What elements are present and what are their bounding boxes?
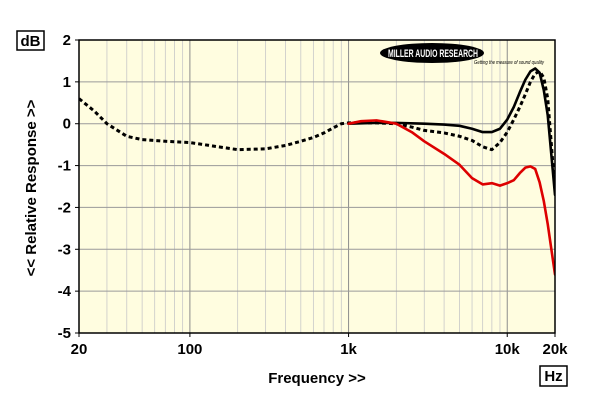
x-tick-label: 20k [542, 341, 568, 358]
y-axis-title: << Relative Response >> [23, 99, 40, 276]
y-tick-label: 1 [63, 74, 71, 91]
plot-area-background [79, 40, 555, 333]
y-tick-label: -5 [58, 325, 71, 342]
y-tick-label: 2 [63, 32, 71, 49]
y-unit-box [16, 30, 45, 51]
series-line-3 [347, 119, 555, 276]
logo-text: MILLER AUDIO RESEARCH [388, 48, 478, 60]
y-tick-label: -4 [58, 283, 72, 300]
y-tick-label: -3 [58, 241, 71, 258]
x-tick-label: 20 [71, 341, 88, 358]
x-axis-title: Frequency >> [268, 370, 366, 387]
series-group [79, 67, 555, 276]
y-tick-label: -2 [58, 199, 71, 216]
miller-audio-research-logo: MILLER AUDIO RESEARCH Getting the measur… [380, 43, 544, 66]
y-tick-labels: 2 1 0 -1 -2 -3 -4 -5 [58, 32, 79, 342]
x-tick-label: 10k [495, 341, 521, 358]
x-tick-label: 100 [177, 341, 202, 358]
y-tick-label: 0 [63, 116, 71, 133]
series-line-2 [347, 67, 555, 197]
logo-tagline: Getting the measure of sound quality [474, 60, 544, 66]
x-unit-box [539, 365, 568, 387]
logo-ellipse [380, 43, 484, 63]
x-unit-label: Hz [544, 368, 562, 385]
y-unit-label: dB [21, 33, 41, 50]
y-tick-label: -1 [58, 158, 71, 175]
x-tick-labels: 20 100 1k 10k 20k [71, 333, 568, 358]
plot-frame [78, 39, 556, 334]
x-tick-label: 1k [340, 341, 357, 358]
